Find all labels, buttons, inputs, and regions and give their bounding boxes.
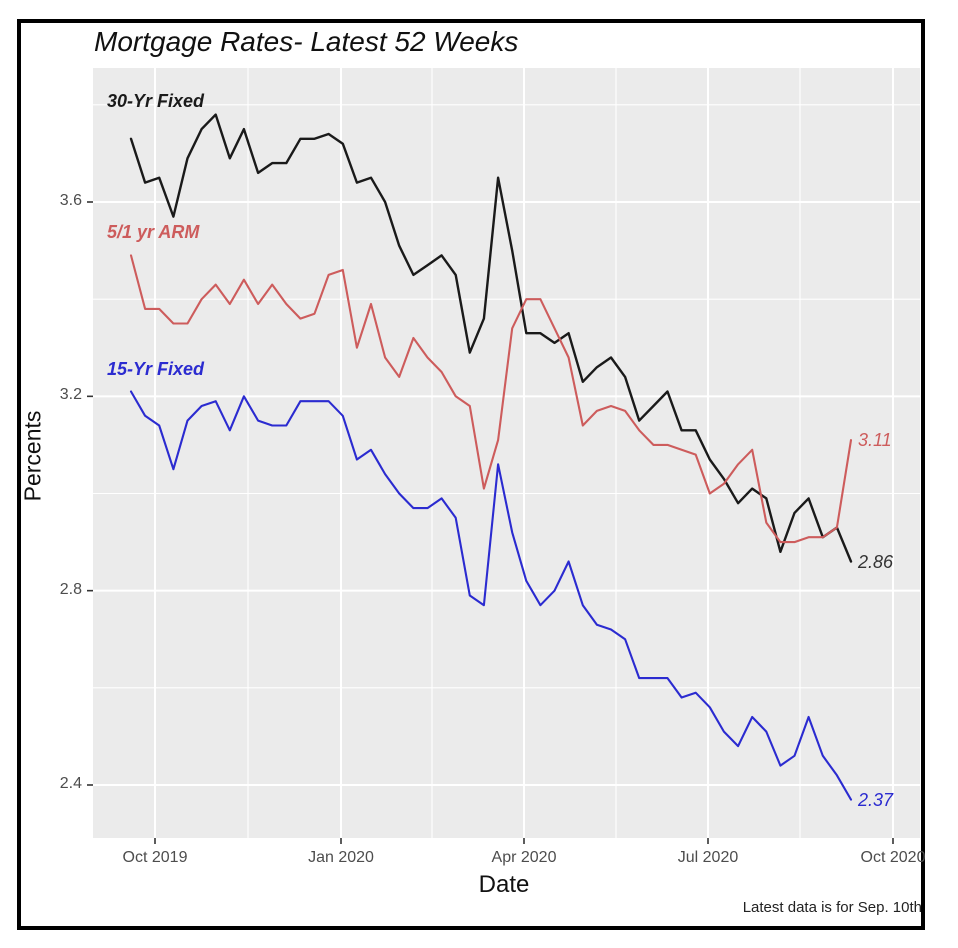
y-tick-label: 2.8 <box>59 580 82 598</box>
x-tick-label: Apr 2020 <box>491 849 557 866</box>
series-end-value-15-yr-fixed: 2.37 <box>858 789 894 810</box>
series-label-15-yr-fixed: 15-Yr Fixed <box>107 359 205 379</box>
plot-panel <box>93 68 920 838</box>
y-axis-title: Percents <box>19 410 46 502</box>
y-tick-label: 3.2 <box>59 386 82 404</box>
y-tick-label: 3.6 <box>59 192 82 209</box>
series-label-30-yr-fixed: 30-Yr Fixed <box>107 91 205 111</box>
y-tick-label: 2.4 <box>59 774 82 792</box>
footnote: Latest data is for Sep. 10th <box>742 899 922 916</box>
series-end-value-30-yr-fixed: 2.86 <box>858 551 894 572</box>
chart-title: Mortgage Rates- Latest 52 Weeks <box>94 26 519 57</box>
series-line-30-yr-fixed <box>129 113 853 563</box>
x-axis-title: Date <box>478 871 530 898</box>
series-end-value-5-1-yr-arm: 3.11 <box>858 430 892 451</box>
x-tick-label: Oct 2019 <box>122 849 188 866</box>
x-tick-label: Jan 2020 <box>308 849 374 866</box>
x-tick-label: Oct 2020 <box>860 849 926 866</box>
series-line-5-1-yr-arm <box>129 254 853 544</box>
series-line-15-yr-fixed <box>129 390 853 801</box>
series-label-5-1-yr-arm: 5/1 yr ARM <box>107 222 200 242</box>
x-tick-label: Jul 2020 <box>677 849 739 866</box>
